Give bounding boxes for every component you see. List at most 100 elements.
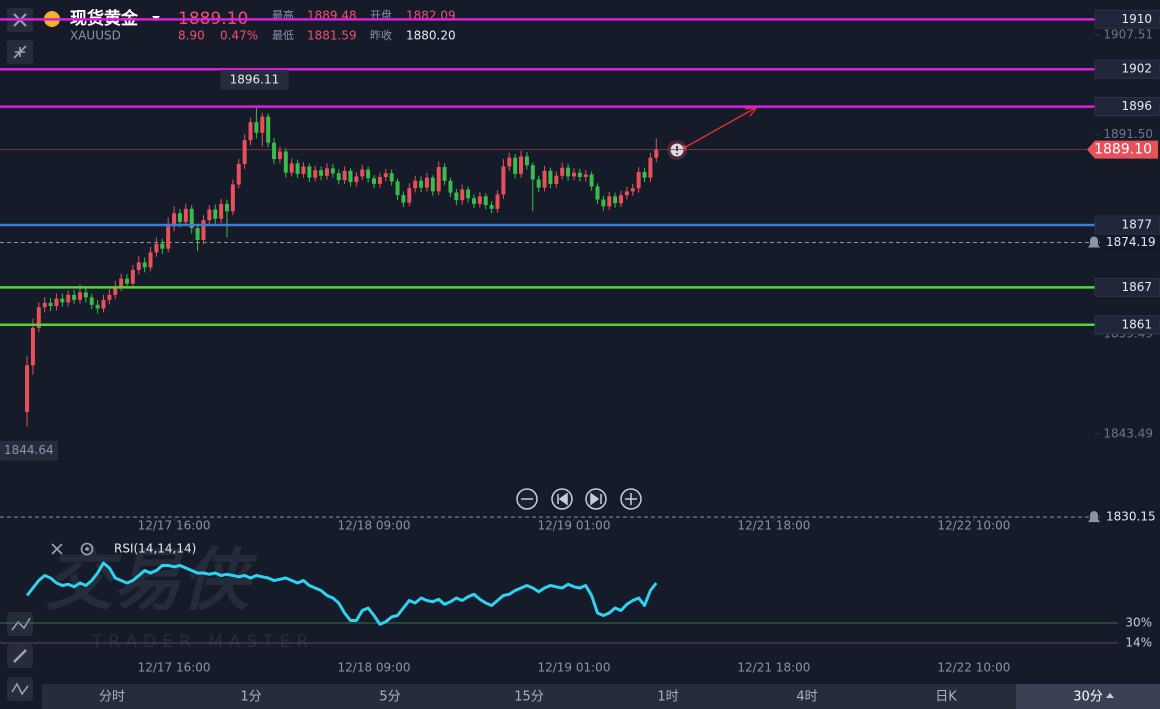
timeframe-tab[interactable]: 日K bbox=[935, 690, 957, 705]
candle-body bbox=[448, 180, 453, 193]
timeframe-tab[interactable]: 1分 bbox=[240, 690, 261, 705]
candle-body bbox=[466, 189, 471, 199]
level-label-box bbox=[1094, 59, 1160, 79]
candle-body bbox=[589, 174, 594, 187]
candle-body bbox=[25, 365, 30, 413]
level-label-box bbox=[1094, 97, 1160, 117]
x-tick-label: 12/18 09:00 bbox=[338, 519, 411, 533]
candle-body bbox=[54, 298, 59, 307]
timeframe-tab[interactable]: 4时 bbox=[796, 690, 817, 705]
watermark-subtitle: TRADER MASTER bbox=[91, 632, 314, 652]
candle-body bbox=[630, 188, 635, 192]
candle-body bbox=[471, 198, 476, 204]
tab-dropdown[interactable] bbox=[1106, 693, 1114, 698]
candle-body bbox=[548, 170, 553, 184]
alert-label: 1830.15 bbox=[1106, 510, 1156, 524]
candle-body bbox=[648, 157, 653, 178]
alert-bell[interactable] bbox=[1088, 511, 1100, 523]
rsi-close-button[interactable] bbox=[51, 543, 63, 555]
indicator-button[interactable] bbox=[7, 677, 33, 701]
candle-body bbox=[183, 208, 188, 222]
watermark-title: 交易侠 bbox=[45, 542, 258, 621]
change-pct: 0.47% bbox=[220, 29, 258, 43]
x-tick-label: 12/21 18:00 bbox=[737, 661, 810, 675]
x-tick-label: 12/19 01:00 bbox=[537, 519, 610, 533]
zoom-out-button[interactable] bbox=[516, 488, 538, 510]
candle-body bbox=[160, 243, 165, 249]
candle-body bbox=[507, 157, 512, 167]
rsi-settings-button[interactable] bbox=[80, 542, 94, 556]
candle-body bbox=[636, 172, 641, 189]
timeframe-tab[interactable]: 5分 bbox=[379, 690, 400, 705]
candle-body bbox=[277, 151, 282, 159]
scroll-start-button[interactable] bbox=[551, 488, 573, 510]
level-label: 1867 bbox=[1121, 280, 1152, 294]
candle-body bbox=[30, 327, 35, 366]
candle-body bbox=[654, 149, 659, 158]
candle-body bbox=[395, 181, 400, 196]
zoom-in-button[interactable] bbox=[620, 488, 642, 510]
candle-body bbox=[401, 195, 406, 203]
candle-body bbox=[601, 199, 606, 207]
level-label-box bbox=[1094, 215, 1160, 235]
last-price-label: 1889.10 bbox=[1094, 142, 1152, 158]
draw-button[interactable] bbox=[7, 644, 33, 668]
x-tick-label: 12/19 01:00 bbox=[537, 661, 610, 675]
candle-body bbox=[107, 294, 112, 300]
crosshair-button[interactable] bbox=[7, 612, 33, 636]
last-price-tag bbox=[1087, 140, 1158, 159]
candle-body bbox=[236, 163, 241, 185]
alert-label-box bbox=[1103, 233, 1160, 252]
rsi-line bbox=[25, 561, 658, 626]
candle-body bbox=[566, 167, 571, 177]
candle-body bbox=[360, 169, 365, 177]
collapse-button[interactable] bbox=[7, 40, 33, 64]
candle-body bbox=[419, 180, 424, 188]
candle-body bbox=[389, 173, 394, 182]
candle-body bbox=[224, 203, 229, 212]
candle-body bbox=[89, 297, 94, 305]
timeframe-tab[interactable]: 30分 bbox=[1073, 690, 1103, 705]
candle-body bbox=[477, 196, 482, 204]
candle-body bbox=[313, 170, 318, 178]
label: 最低 bbox=[272, 29, 294, 42]
rsi-tick-label: 14% bbox=[1125, 636, 1152, 650]
candle-body bbox=[542, 170, 547, 188]
candle-body bbox=[430, 177, 435, 192]
indicator-name: RSI(14,14,14) bbox=[114, 542, 196, 556]
timeframe-tab[interactable]: 分时 bbox=[99, 690, 125, 705]
candle-body bbox=[495, 194, 500, 209]
candle-body bbox=[172, 213, 177, 227]
candle-body bbox=[442, 167, 447, 181]
y-tick-label: 1891.50 bbox=[1103, 127, 1153, 141]
candle-body bbox=[642, 172, 647, 178]
candle-body bbox=[524, 156, 529, 166]
candle-body bbox=[336, 173, 341, 181]
candle-body bbox=[366, 169, 371, 179]
candle-body bbox=[330, 168, 335, 174]
candle-body bbox=[583, 174, 588, 178]
alert-label: 1874.19 bbox=[1106, 235, 1156, 249]
candle-body bbox=[295, 163, 300, 174]
candle-body bbox=[230, 184, 235, 212]
candle-body bbox=[125, 278, 130, 284]
max-label: 1896.11 bbox=[230, 72, 280, 86]
candle-body bbox=[424, 177, 429, 188]
candle-body bbox=[83, 292, 88, 298]
alert-bell[interactable] bbox=[1088, 236, 1100, 248]
timeframe-tab[interactable]: 1时 bbox=[657, 690, 678, 705]
candle-body bbox=[460, 189, 465, 201]
rsi-tick-label: 30% bbox=[1125, 616, 1152, 630]
scroll-end-button[interactable] bbox=[585, 488, 607, 510]
timeframe-tab[interactable]: 15分 bbox=[514, 690, 544, 705]
candle-body bbox=[413, 180, 418, 189]
level-label: 1877 bbox=[1121, 218, 1152, 232]
candle-body bbox=[454, 192, 459, 201]
candle-body bbox=[189, 208, 194, 229]
x-tick-label: 12/18 09:00 bbox=[338, 661, 411, 675]
candle-body bbox=[348, 170, 353, 183]
candle-body bbox=[319, 170, 324, 176]
symbol: XAUUSD bbox=[70, 29, 121, 43]
candle-body bbox=[530, 165, 535, 180]
